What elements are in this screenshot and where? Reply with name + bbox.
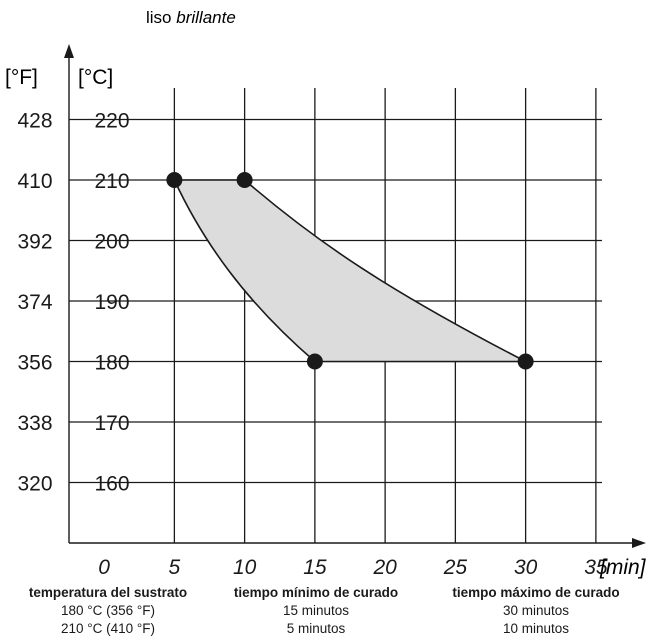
curing-table: temperatura del sustrato tiempo mínimo de…: [29, 585, 620, 636]
tick-celsius-210: 210: [94, 170, 129, 193]
x-axis-arrow-icon: [632, 538, 646, 548]
y-axis-unit-fahrenheit: [°F]: [5, 66, 38, 89]
tick-x-35: 35: [584, 556, 608, 579]
tick-x-5: 5: [169, 556, 181, 579]
title-prefix: liso: [146, 8, 172, 27]
tick-x-20: 20: [372, 556, 397, 579]
x-axis-unit: [min]: [599, 556, 647, 579]
table-header-0: temperatura del sustrato: [29, 585, 187, 600]
tick-celsius-220: 220: [94, 110, 129, 133]
table-cell-1-1: 5 minutos: [287, 621, 346, 636]
table-header-2: tiempo máximo de curado: [452, 585, 619, 600]
tick-celsius-190: 190: [94, 291, 129, 314]
y-axis-unit-celsius: [°C]: [78, 66, 113, 89]
curing-window: [173, 179, 526, 363]
tick-celsius-160: 160: [94, 473, 129, 496]
table-cell-0-0: 180 °C (356 °F): [61, 603, 155, 618]
max-cure-curve: [244, 179, 526, 363]
tick-fahrenheit-374: 374: [17, 291, 52, 314]
data-point-5-210: [166, 172, 183, 188]
data-points: [166, 172, 534, 370]
tick-fahrenheit-428: 428: [17, 110, 52, 133]
tick-x-0: 0: [98, 556, 110, 579]
table-cell-0-1: 15 minutos: [283, 603, 349, 618]
tick-celsius-200: 200: [94, 231, 129, 254]
y-axis-arrow-icon: [64, 44, 74, 58]
tick-celsius-170: 170: [94, 412, 129, 435]
tick-fahrenheit-356: 356: [17, 352, 52, 375]
table-header-1: tiempo mínimo de curado: [234, 585, 398, 600]
tick-x-25: 25: [443, 556, 468, 579]
window-fill: [174, 180, 526, 362]
tick-x-30: 30: [514, 556, 538, 579]
tick-x-15: 15: [303, 556, 327, 579]
grid: [69, 88, 602, 543]
data-point-30-180: [517, 353, 534, 370]
tick-fahrenheit-392: 392: [17, 231, 52, 254]
tick-x-10: 10: [233, 556, 257, 579]
data-point-10-210: [236, 172, 253, 188]
tick-fahrenheit-320: 320: [17, 473, 52, 496]
table-cell-1-0: 210 °C (410 °F): [61, 621, 155, 636]
tick-labels: 1603201703381803561903742003922104102204…: [17, 110, 607, 580]
min-cure-curve: [173, 179, 316, 363]
tick-fahrenheit-338: 338: [17, 412, 52, 435]
tick-celsius-180: 180: [94, 352, 129, 375]
tick-fahrenheit-410: 410: [17, 170, 52, 193]
data-point-15-180: [306, 353, 323, 370]
table-cell-1-2: 10 minutos: [503, 621, 569, 636]
axes: [64, 44, 646, 548]
table-cell-0-2: 30 minutos: [503, 603, 569, 618]
chart-title: liso brillante: [146, 8, 236, 27]
title-emphasis: brillante: [176, 8, 236, 27]
